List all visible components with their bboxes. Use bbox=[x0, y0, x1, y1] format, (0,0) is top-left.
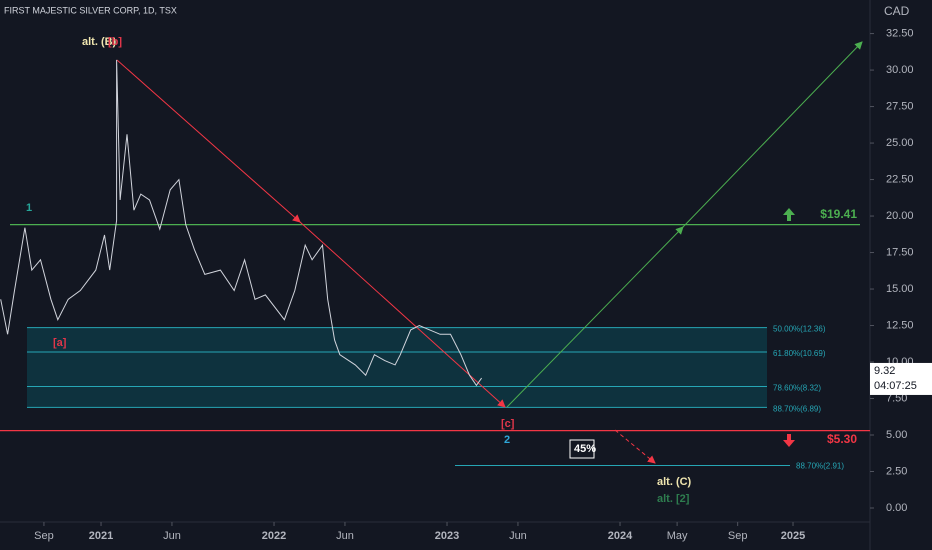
fib-label: 50.00%(12.36) bbox=[773, 325, 826, 334]
x-tick-label: 2025 bbox=[781, 530, 805, 542]
y-tick-label: 30.00 bbox=[886, 64, 914, 76]
x-tick-label: Sep bbox=[34, 530, 54, 542]
annotation: alt. (B) bbox=[82, 36, 117, 48]
trendline bbox=[299, 221, 506, 408]
y-tick-label: 15.00 bbox=[886, 283, 914, 295]
fib-label: 78.60%(8.32) bbox=[773, 384, 821, 393]
x-tick-label: 2021 bbox=[89, 530, 113, 542]
annotation-box bbox=[569, 439, 595, 459]
annotation: 2 bbox=[504, 434, 510, 446]
y-tick-label: 25.00 bbox=[886, 137, 914, 149]
x-tick-label: 2022 bbox=[262, 530, 286, 542]
up-arrow bbox=[783, 208, 795, 221]
annotation: [a] bbox=[53, 337, 67, 349]
fib-label: 88.70%(6.89) bbox=[773, 405, 821, 414]
y-tick-label: 0.00 bbox=[886, 502, 907, 514]
x-tick-label: Sep bbox=[728, 530, 748, 542]
annotation: [c] bbox=[501, 418, 515, 430]
annotation: 45% bbox=[574, 443, 596, 455]
y-axis-label: CAD bbox=[884, 4, 910, 18]
y-tick-label: 2.50 bbox=[886, 465, 907, 477]
x-tick-label: Jun bbox=[509, 530, 527, 542]
y-tick-label: 20.00 bbox=[886, 210, 914, 222]
chart-title: FIRST MAJESTIC SILVER CORP, 1D, TSX bbox=[4, 5, 177, 15]
y-tick-label: 5.00 bbox=[886, 429, 907, 441]
annotation: alt. (C) bbox=[657, 476, 692, 488]
x-tick-label: Jun bbox=[336, 530, 354, 542]
trendline bbox=[614, 429, 656, 464]
x-tick-label: Jun bbox=[163, 530, 181, 542]
y-tick-label: 7.50 bbox=[886, 392, 907, 404]
price-tag bbox=[870, 362, 932, 395]
price-tag-value: 9.32 bbox=[874, 365, 895, 377]
y-tick-label: 27.50 bbox=[886, 100, 914, 112]
fib-label: 61.80%(10.69) bbox=[773, 349, 826, 358]
y-tick-label: 22.50 bbox=[886, 173, 914, 185]
price-line bbox=[0, 59, 483, 387]
level-label: $19.41 bbox=[820, 207, 857, 221]
level-label: $5.30 bbox=[827, 432, 857, 446]
x-tick-label: May bbox=[667, 530, 688, 542]
trendline bbox=[116, 59, 301, 223]
y-tick-label: 17.50 bbox=[886, 246, 914, 258]
x-tick-label: 2023 bbox=[435, 530, 459, 542]
annotation: 1 bbox=[26, 202, 32, 214]
x-tick-label: 2024 bbox=[608, 530, 633, 542]
trendline bbox=[682, 41, 863, 228]
fib-label: 88.70%(2.91) bbox=[796, 462, 844, 471]
annotation: alt. [2] bbox=[657, 493, 690, 505]
fib-zone bbox=[27, 327, 767, 408]
trendline bbox=[506, 226, 684, 408]
annotation: [b] bbox=[108, 36, 122, 48]
y-tick-label: 12.50 bbox=[886, 319, 914, 331]
down-arrow bbox=[783, 434, 795, 447]
price-tag-countdown: 04:07:25 bbox=[874, 380, 917, 392]
y-tick-label: 32.50 bbox=[886, 27, 914, 39]
